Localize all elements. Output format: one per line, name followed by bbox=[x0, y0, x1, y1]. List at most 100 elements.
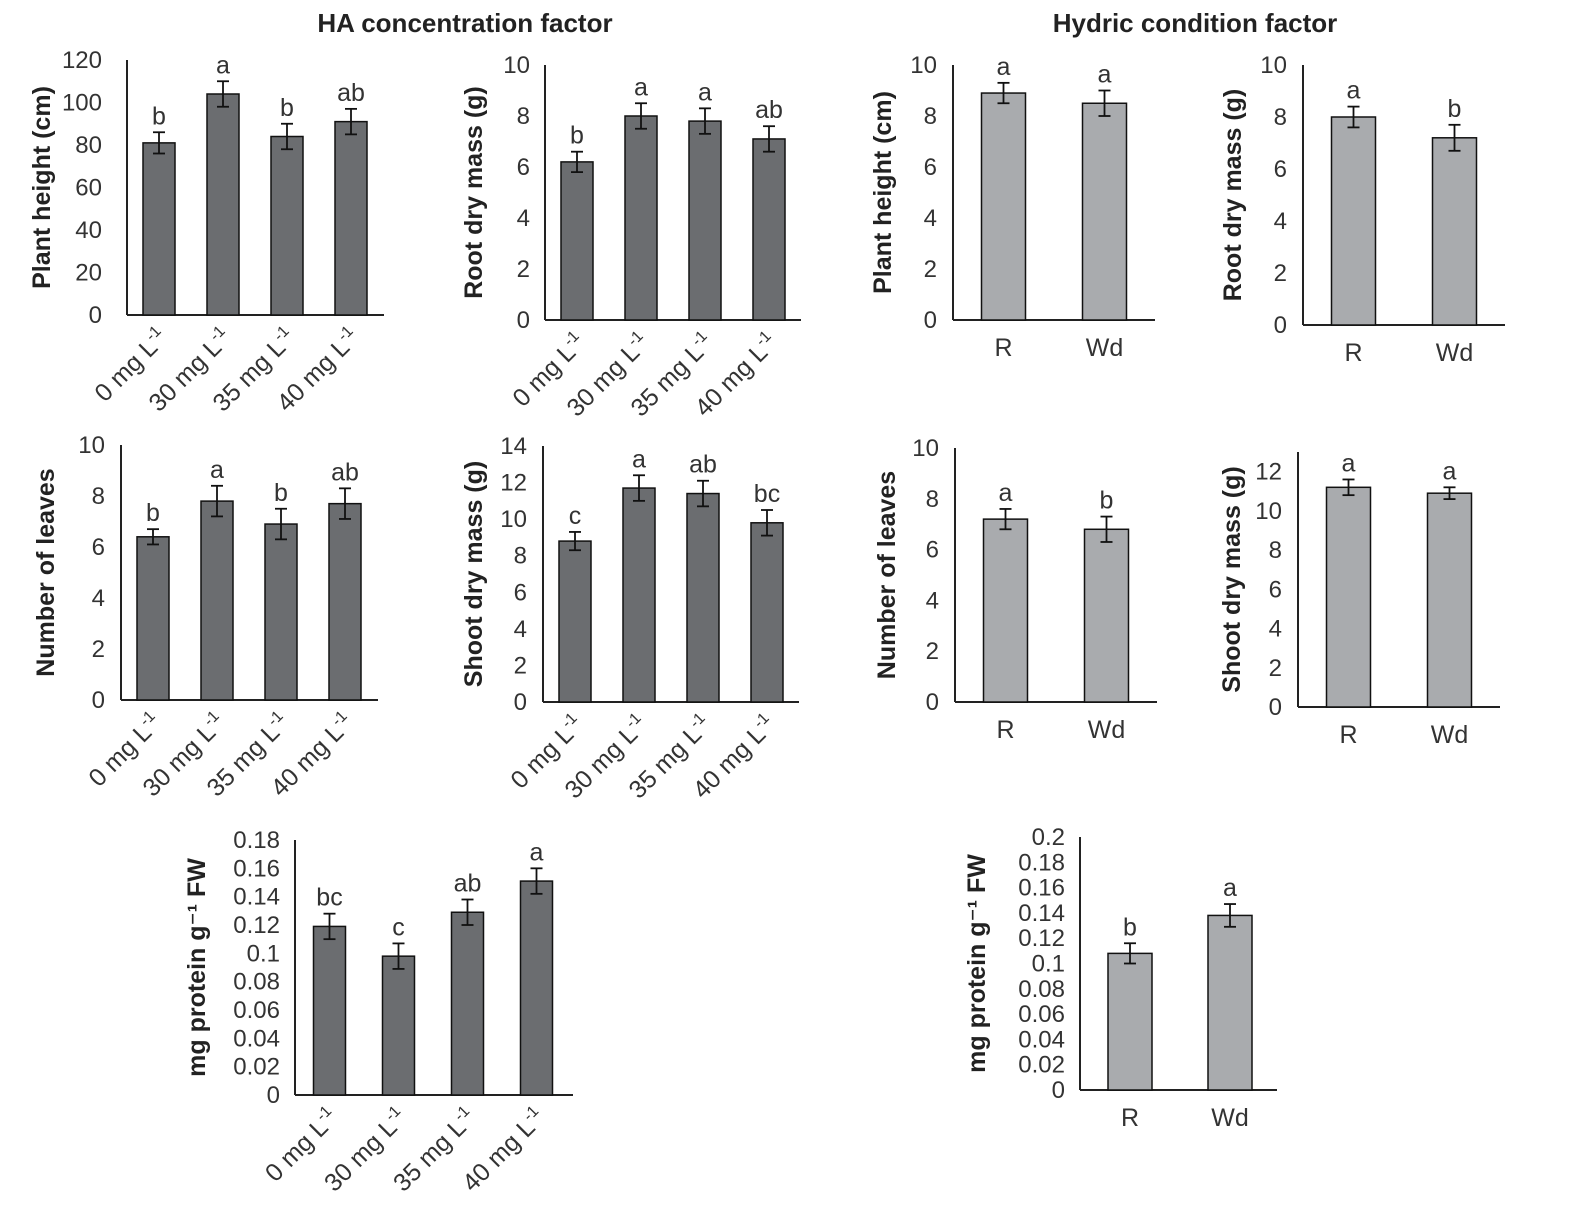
y-tick-label: 0.16 bbox=[1018, 875, 1065, 902]
significance-letter-1: a bbox=[1347, 77, 1361, 105]
bar-1 bbox=[312, 925, 347, 1096]
significance-letter-1: b bbox=[146, 499, 160, 527]
y-tick-label: 0.02 bbox=[1018, 1052, 1065, 1079]
y-tick-label: 0 bbox=[517, 307, 530, 334]
y-axis-label: Root dry mass (g) bbox=[1219, 89, 1247, 302]
x-tick-label-2: Wd bbox=[1436, 339, 1474, 367]
bar-3 bbox=[270, 135, 304, 316]
significance-letter-4: ab bbox=[337, 79, 365, 107]
significance-letter-2: a bbox=[1443, 457, 1457, 485]
bar-1 bbox=[1330, 116, 1377, 326]
y-tick-label: 2 bbox=[1274, 260, 1287, 287]
y-tick-label: 4 bbox=[924, 205, 937, 232]
significance-letter-2: b bbox=[1100, 487, 1114, 515]
significance-letter-1: c bbox=[569, 502, 582, 530]
bar-4 bbox=[750, 522, 784, 703]
x-tick-label-2: Wd bbox=[1211, 1104, 1249, 1132]
y-tick-label: 0.02 bbox=[233, 1054, 280, 1081]
y-axis-label: Number of leaves bbox=[32, 468, 60, 676]
bar-2 bbox=[624, 115, 658, 321]
y-tick-label: 6 bbox=[514, 579, 527, 606]
significance-letter-2: c bbox=[392, 913, 405, 941]
y-tick-label: 4 bbox=[92, 585, 105, 612]
bar-1 bbox=[136, 536, 170, 701]
y-tick-label: 0.18 bbox=[233, 827, 280, 854]
y-tick-label: 0.1 bbox=[1032, 951, 1065, 978]
y-axis-label: Plant height (cm) bbox=[869, 91, 897, 294]
y-tick-label: 0 bbox=[1052, 1077, 1065, 1104]
y-axis-label: Shoot dry mass (g) bbox=[460, 461, 488, 687]
significance-letter-2: a bbox=[216, 51, 230, 79]
bar-4 bbox=[752, 138, 786, 321]
significance-letter-2: a bbox=[634, 73, 648, 101]
y-tick-label: 0 bbox=[926, 689, 939, 716]
y-tick-label: 10 bbox=[912, 435, 939, 462]
bar-2 bbox=[206, 93, 240, 316]
hydric-section-title: Hydric condition factor bbox=[1052, 8, 1338, 38]
y-tick-label: 0.2 bbox=[1032, 824, 1065, 851]
significance-letter-3: ab bbox=[454, 870, 482, 898]
significance-letter-1: a bbox=[1342, 449, 1356, 477]
y-tick-label: 6 bbox=[1269, 576, 1282, 603]
y-axis-label: mg protein g⁻¹ FW bbox=[963, 854, 991, 1073]
y-tick-label: 10 bbox=[500, 506, 527, 533]
y-axis-label: Shoot dry mass (g) bbox=[1218, 466, 1246, 692]
significance-letter-4: a bbox=[530, 838, 544, 866]
y-tick-label: 4 bbox=[1269, 616, 1282, 643]
bar-1 bbox=[982, 518, 1029, 703]
chart-ha-protein: mg protein g⁻¹ FW00.020.040.060.080.10.1… bbox=[183, 827, 573, 1197]
bar-3 bbox=[686, 492, 720, 703]
y-axis-label: Number of leaves bbox=[873, 471, 901, 679]
significance-letter-2: a bbox=[1098, 61, 1112, 89]
y-tick-label: 100 bbox=[62, 90, 102, 117]
significance-letter-1: a bbox=[997, 53, 1011, 81]
significance-letter-2: a bbox=[1223, 874, 1237, 902]
y-tick-label: 0.12 bbox=[233, 912, 280, 939]
bar-1 bbox=[558, 540, 592, 703]
y-tick-label: 4 bbox=[1274, 208, 1287, 235]
y-tick-label: 2 bbox=[517, 256, 530, 283]
significance-letter-2: b bbox=[1448, 95, 1462, 123]
bar-2 bbox=[381, 955, 416, 1096]
bar-2 bbox=[1081, 102, 1128, 321]
bar-2 bbox=[200, 500, 234, 701]
bar-3 bbox=[450, 911, 485, 1096]
y-tick-label: 2 bbox=[926, 638, 939, 665]
significance-letter-2: a bbox=[632, 445, 646, 473]
y-tick-label: 10 bbox=[1260, 52, 1287, 79]
y-tick-label: 0.04 bbox=[1018, 1026, 1065, 1053]
bar-4 bbox=[328, 502, 362, 701]
chart-hyd-number-of-leaves: Number of leaves 0 2 4 6 8 10 a Rb Wd bbox=[873, 435, 1157, 744]
x-tick-label-2: Wd bbox=[1088, 716, 1126, 744]
y-tick-label: 0 bbox=[89, 302, 102, 329]
y-tick-label: 0 bbox=[1269, 694, 1282, 721]
bar-2 bbox=[622, 487, 656, 703]
y-tick-label: 10 bbox=[78, 432, 105, 459]
y-tick-label: 0.16 bbox=[233, 855, 280, 882]
y-tick-label: 10 bbox=[1255, 498, 1282, 525]
x-tick-label-2: Wd bbox=[1086, 334, 1124, 362]
y-tick-label: 2 bbox=[514, 652, 527, 679]
significance-letter-3: b bbox=[274, 479, 288, 507]
bar-3 bbox=[688, 120, 722, 321]
significance-letter-3: a bbox=[698, 78, 712, 106]
y-tick-label: 10 bbox=[910, 52, 937, 79]
bar-1 bbox=[142, 142, 176, 316]
y-tick-label: 0.1 bbox=[247, 940, 280, 967]
y-tick-label: 4 bbox=[517, 205, 530, 232]
y-axis-label: Root dry mass (g) bbox=[460, 86, 488, 299]
x-tick-label-1: R bbox=[994, 334, 1012, 362]
y-tick-label: 0.14 bbox=[1018, 900, 1065, 927]
significance-letter-1: b bbox=[570, 122, 584, 150]
x-tick-label-1: R bbox=[1344, 339, 1362, 367]
bar-4 bbox=[519, 880, 554, 1096]
y-tick-label: 0 bbox=[514, 689, 527, 716]
y-tick-label: 2 bbox=[924, 256, 937, 283]
y-tick-label: 0.12 bbox=[1018, 925, 1065, 952]
significance-letter-2: a bbox=[210, 456, 224, 484]
chart-hyd-root-dry-mass: Root dry mass (g) 0 2 4 6 8 10 a Rb Wd bbox=[1219, 52, 1505, 367]
bar-2 bbox=[1426, 492, 1473, 708]
significance-letter-4: ab bbox=[331, 458, 359, 486]
y-tick-label: 6 bbox=[92, 534, 105, 561]
